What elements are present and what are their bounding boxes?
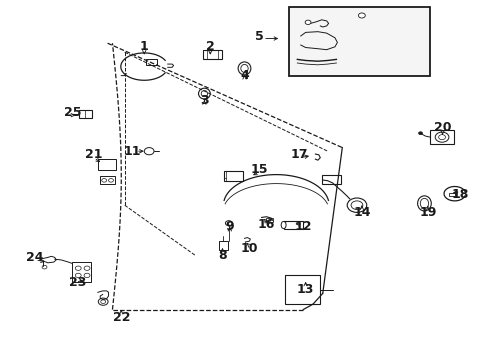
Circle shape [98,298,108,305]
Ellipse shape [201,91,207,97]
Text: 10: 10 [240,242,258,255]
Text: 12: 12 [294,220,311,233]
Text: 2: 2 [205,40,214,53]
Text: 17: 17 [290,148,308,161]
Circle shape [102,179,106,182]
Circle shape [225,221,232,226]
Bar [429,130,453,144]
Bar [203,50,221,59]
Ellipse shape [419,198,427,208]
Bar [98,159,116,170]
Text: 6: 6 [406,12,414,24]
Ellipse shape [281,221,285,229]
Text: 18: 18 [451,188,468,201]
Text: 3: 3 [200,94,208,107]
Circle shape [75,266,81,270]
Text: 15: 15 [250,163,267,176]
Text: 9: 9 [225,220,234,233]
Circle shape [358,13,365,18]
Circle shape [84,266,90,270]
Text: 23: 23 [68,276,86,289]
Text: 11: 11 [123,145,141,158]
Text: 5: 5 [254,30,263,42]
Text: 22: 22 [112,311,130,324]
Bar [321,175,341,184]
Circle shape [84,273,90,278]
Text: 24: 24 [26,251,44,264]
Text: 7: 7 [411,51,420,64]
Bar [265,218,273,222]
Text: 20: 20 [433,121,450,134]
Circle shape [438,135,445,140]
Text: 13: 13 [296,283,314,296]
Text: 4: 4 [240,69,248,82]
Circle shape [108,179,113,182]
Circle shape [305,20,310,24]
Circle shape [101,300,105,303]
Text: 8: 8 [218,249,226,262]
Circle shape [434,132,448,142]
Bar [72,262,91,282]
Bar [79,110,92,118]
Bar [100,176,115,184]
Circle shape [144,148,154,155]
Ellipse shape [238,62,250,75]
Circle shape [418,132,422,135]
Text: 25: 25 [63,106,81,119]
Text: 19: 19 [418,206,436,219]
Circle shape [42,265,47,269]
Ellipse shape [417,196,430,211]
Bar [288,7,429,76]
Bar [145,59,157,65]
Circle shape [350,201,362,210]
Bar [284,275,319,304]
Text: 14: 14 [352,206,370,219]
Circle shape [75,273,81,278]
Bar [448,193,454,196]
Text: 1: 1 [140,40,148,53]
Ellipse shape [198,88,210,99]
Bar [219,241,227,250]
Bar [283,221,303,229]
Text: 16: 16 [257,219,275,231]
Ellipse shape [240,64,247,72]
Circle shape [346,198,366,212]
Text: 21: 21 [85,148,102,161]
Bar [224,171,242,181]
